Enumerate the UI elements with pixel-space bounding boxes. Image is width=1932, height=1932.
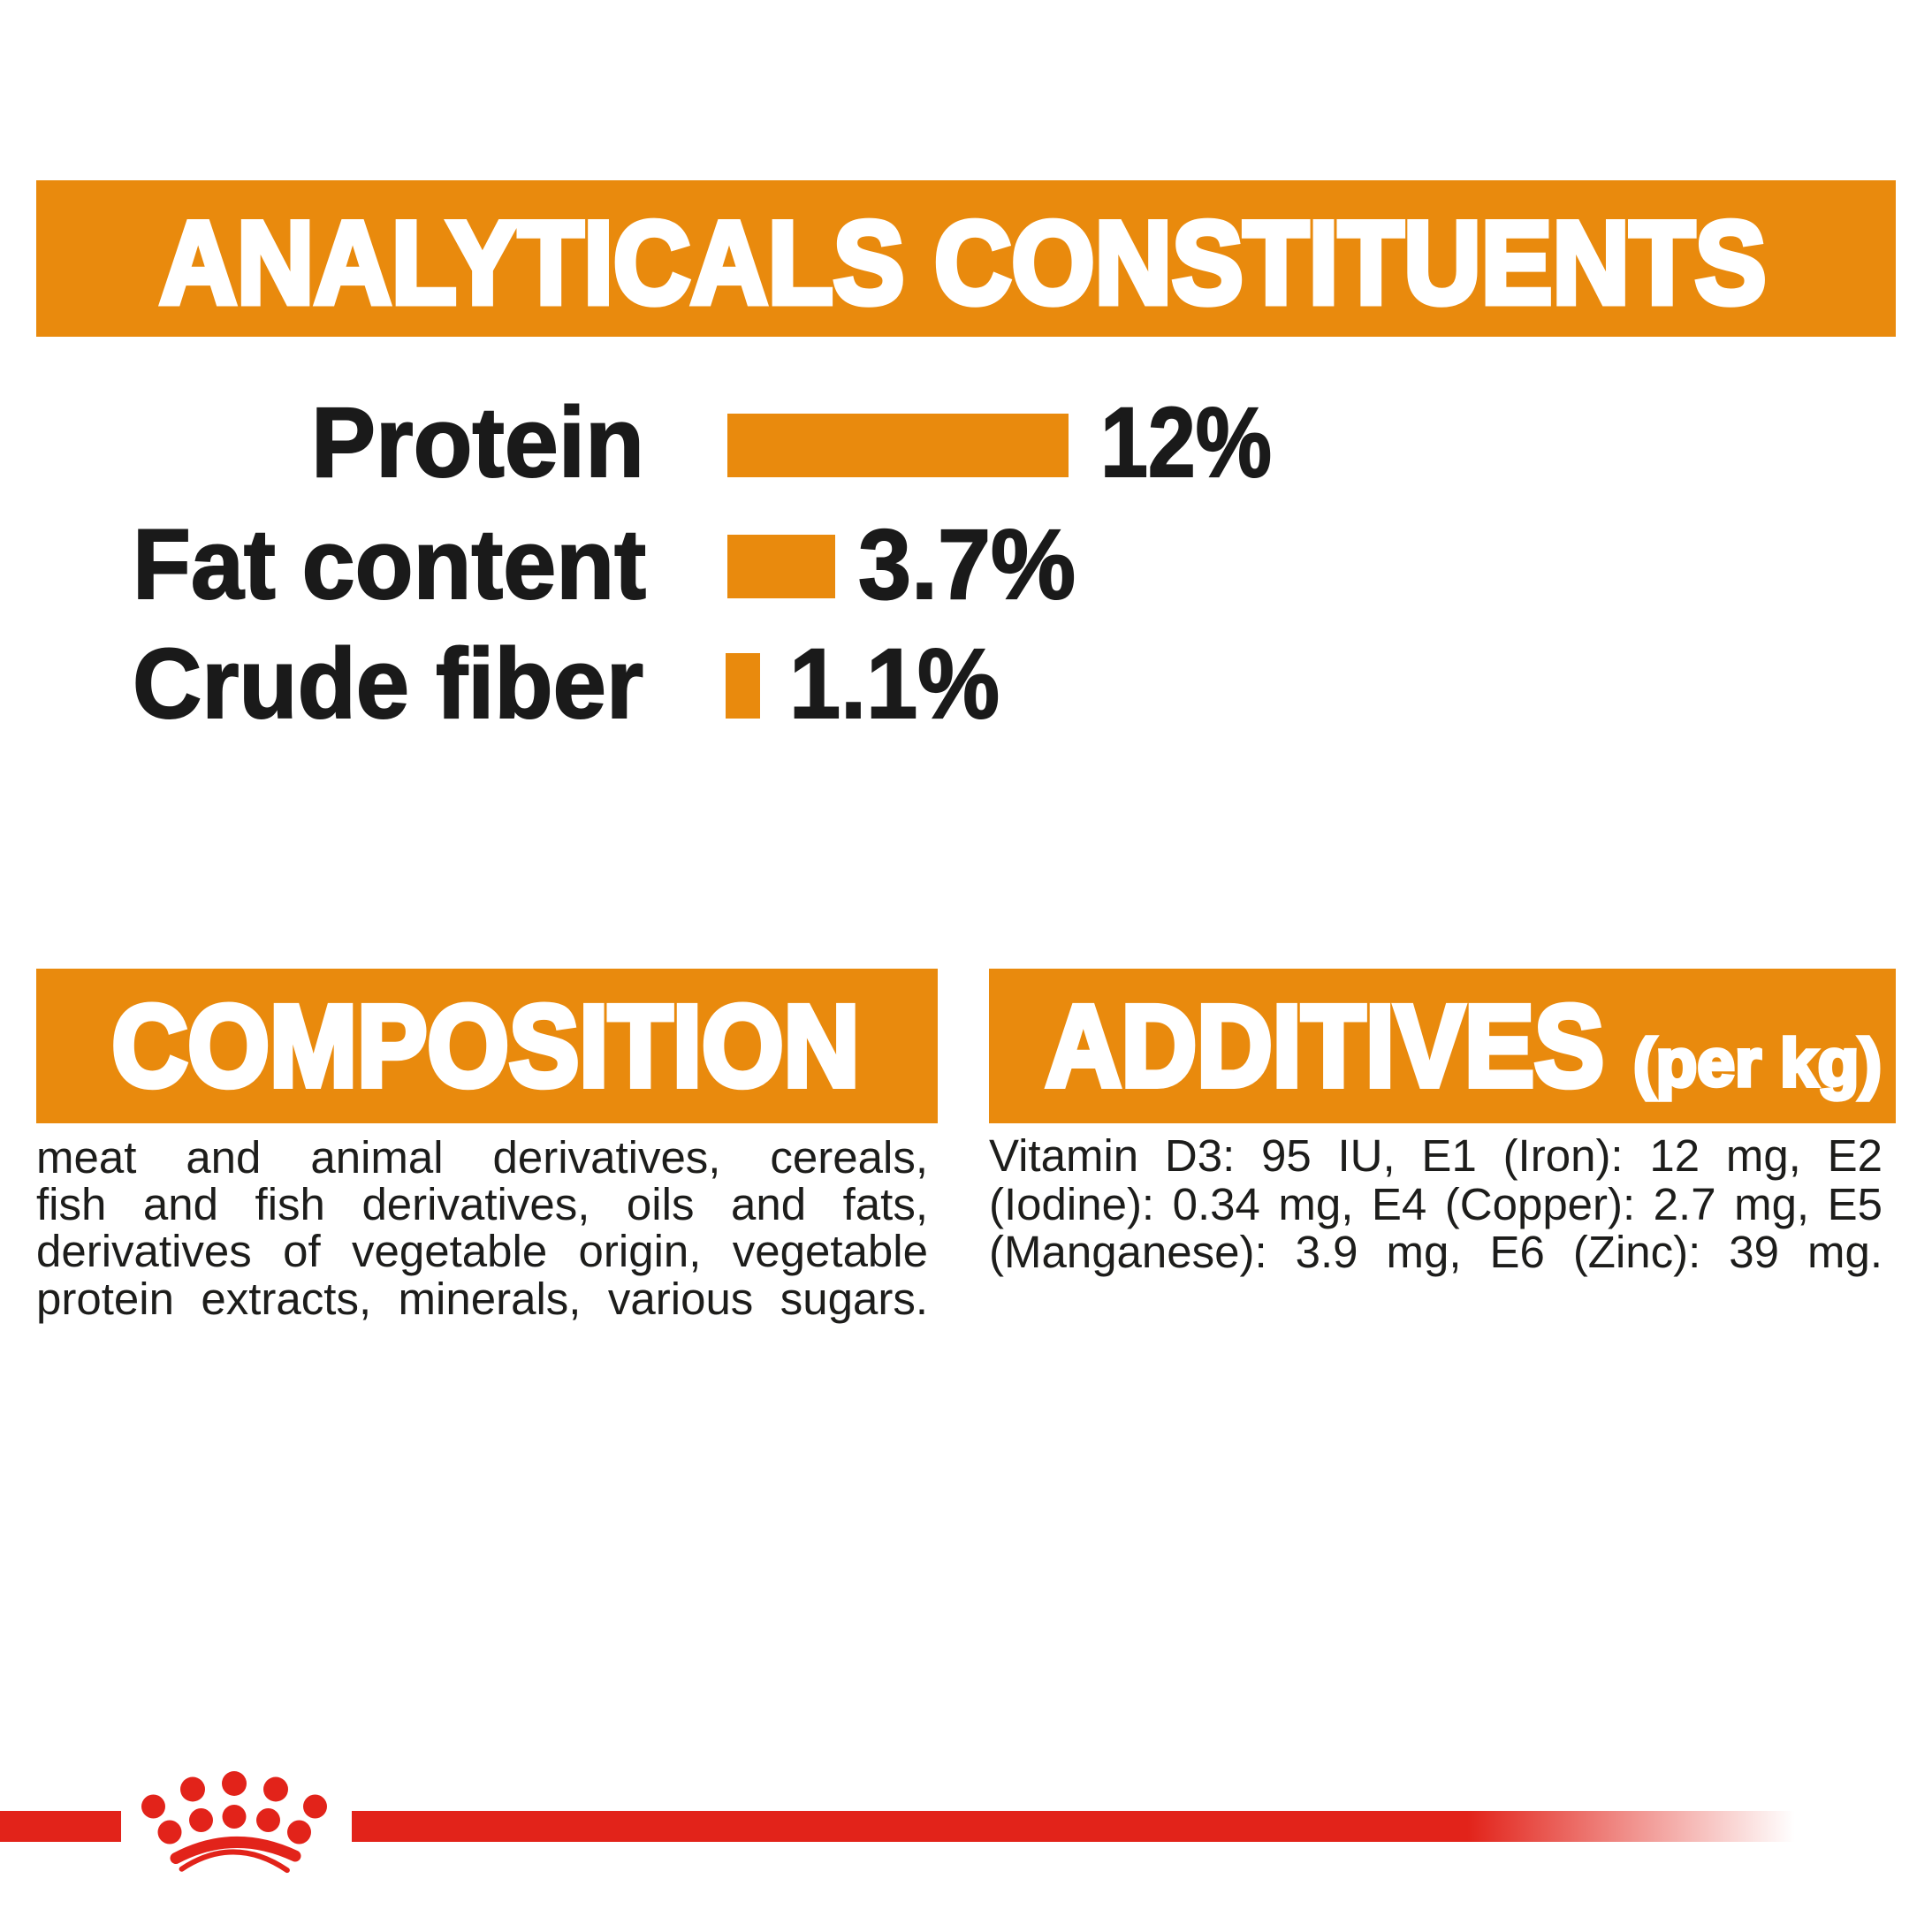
svg-text:Crude fiber: Crude fiber: [133, 628, 643, 739]
svg-text:ANALYTICALS CONSTITUENTS: ANALYTICALS CONSTITUENTS: [160, 198, 1767, 329]
svg-text:Protein: Protein: [311, 387, 644, 498]
svg-text:1.1%: 1.1%: [789, 628, 1000, 739]
svg-text:12%: 12%: [1100, 387, 1272, 498]
svg-text:ADDITIVES: ADDITIVES: [1046, 981, 1604, 1111]
svg-text:(per kg): (per kg): [1633, 1026, 1882, 1101]
svg-text:3.7%: 3.7%: [858, 509, 1076, 620]
svg-text:COMPOSITION: COMPOSITION: [112, 981, 860, 1111]
svg-text:Fat content: Fat content: [133, 509, 646, 620]
